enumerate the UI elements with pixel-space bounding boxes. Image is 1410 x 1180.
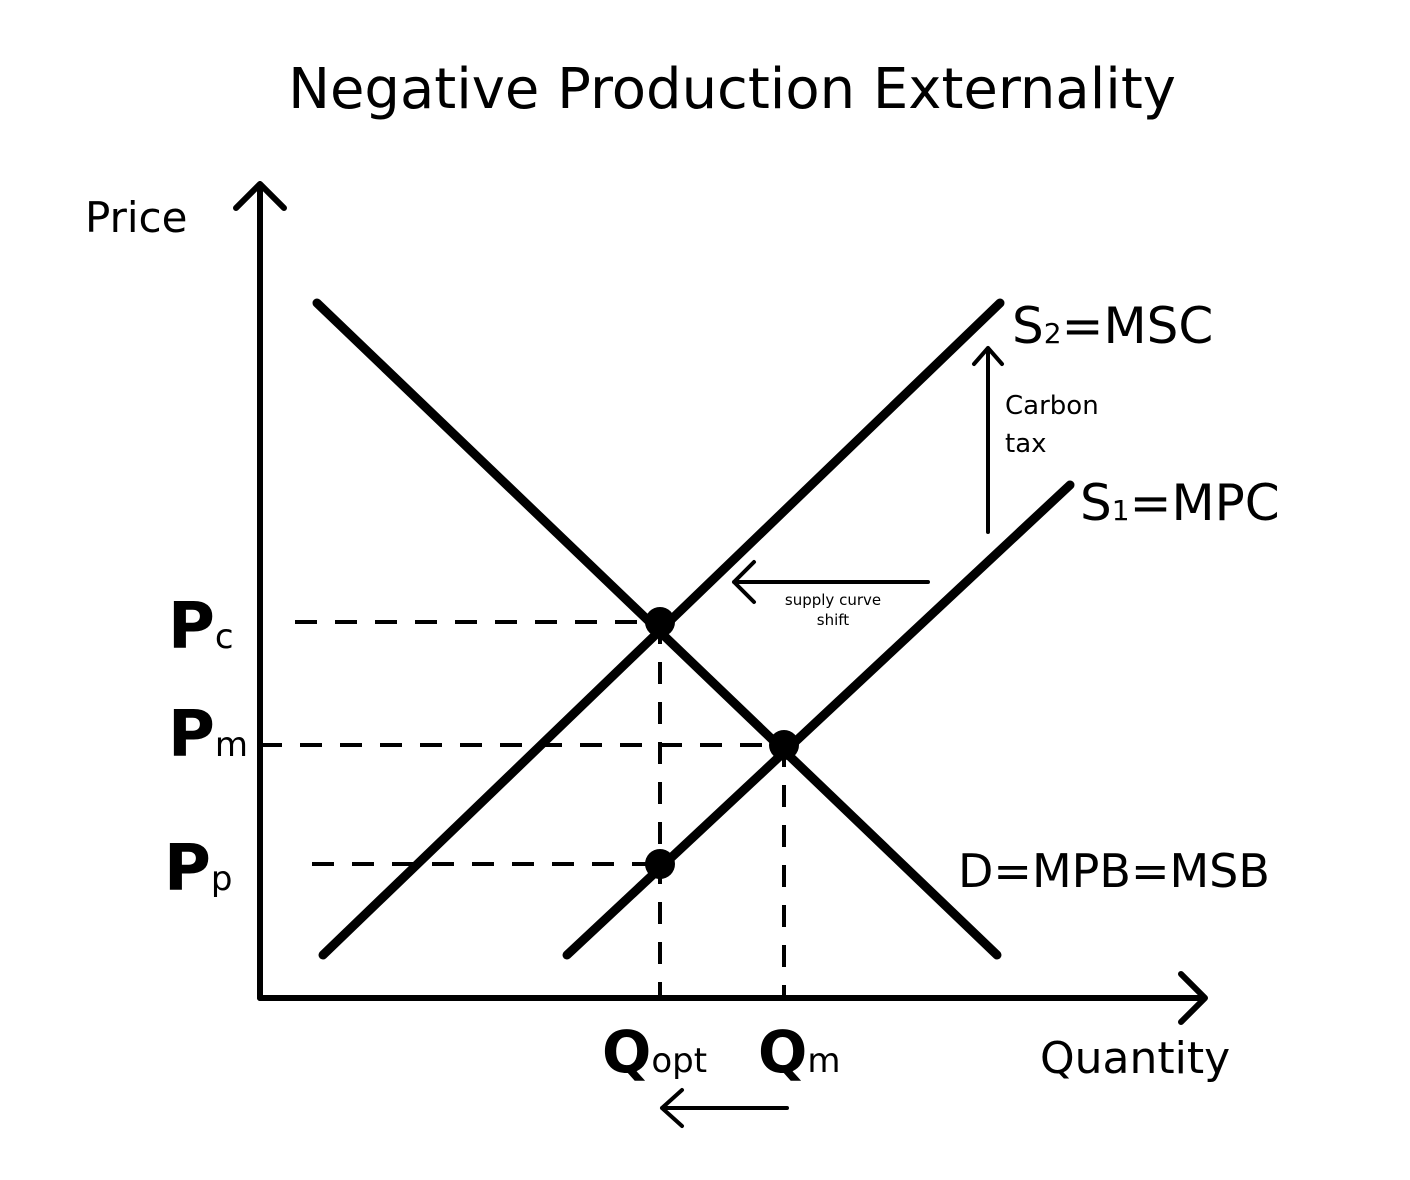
curve-label: S1=MPC	[1080, 474, 1280, 532]
label-part: =MPC	[1130, 474, 1280, 532]
shift-arrow	[732, 560, 930, 604]
price-label: Pc	[168, 590, 234, 664]
point	[769, 730, 799, 760]
label-part: p	[211, 859, 233, 899]
label-part: 1	[1112, 494, 1130, 527]
tax-arrow	[972, 346, 1004, 534]
x-axis	[257, 971, 1208, 1025]
annotation: tax	[1005, 429, 1047, 459]
annotation: Carbon	[1005, 391, 1099, 421]
price-label: Pp	[164, 832, 233, 906]
point	[645, 849, 675, 879]
curve-label: S2=MSC	[1012, 297, 1213, 355]
mpc-curve	[562, 480, 1075, 960]
price-label: Pm	[168, 698, 248, 772]
label-part: m	[215, 725, 248, 765]
guide-lines	[260, 620, 786, 998]
annotation: shift	[817, 611, 850, 629]
label-part: P	[168, 590, 215, 664]
label-part: m	[807, 1041, 840, 1081]
label-part: S	[1012, 297, 1044, 355]
label-part: S	[1080, 474, 1112, 532]
label-part: 2	[1044, 317, 1062, 350]
title: Negative Production Externality	[288, 57, 1176, 122]
label-part: c	[215, 617, 234, 657]
x-axis-label: Quantity	[1040, 1033, 1230, 1084]
label-part: P	[164, 832, 211, 906]
label-part: opt	[651, 1041, 707, 1081]
label-part: Q	[758, 1018, 807, 1086]
point	[645, 607, 675, 637]
curve-label: D=MPB=MSB	[958, 844, 1270, 898]
label-part: =MSC	[1062, 297, 1214, 355]
annotation: supply curve	[785, 591, 881, 609]
y-axis-label: Price	[85, 193, 187, 242]
label-part: P	[168, 698, 215, 772]
y-axis	[233, 181, 287, 1001]
quantity-label: Qopt	[602, 1018, 707, 1086]
quantity-label: Qm	[758, 1018, 840, 1086]
label-part: Q	[602, 1018, 651, 1086]
quantity-arrow	[660, 1088, 789, 1128]
